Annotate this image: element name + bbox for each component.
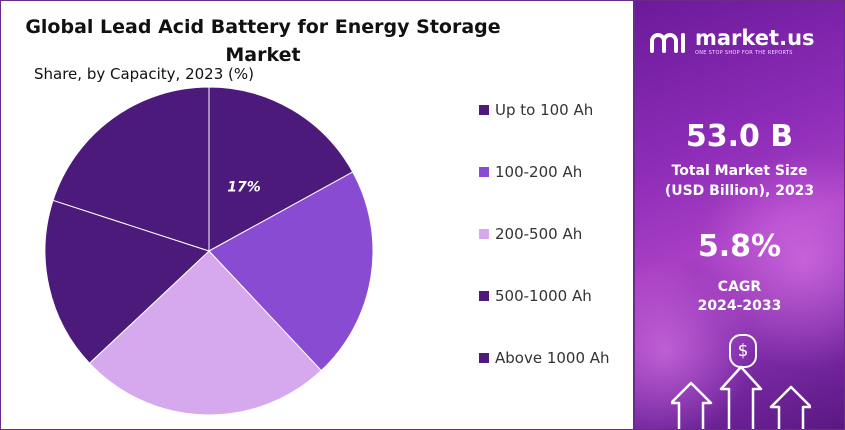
cagr-value: 5.8% [697,229,782,264]
brand-tagline: ONE STOP SHOP FOR THE REPORTS [695,50,793,56]
chart-panel: Global Lead Acid Battery for Energy Stor… [1,1,633,429]
legend-swatch [479,229,489,239]
legend-label: Up to 100 Ah [495,101,594,119]
market-size-label-line2: (USD Billion), 2023 [664,183,815,199]
pie-slice-1 [208,87,354,252]
panel-divider [633,1,635,429]
legend-item: 500-1000 Ah [479,287,592,305]
pie-slice-4 [44,199,210,364]
cagr-label-line1: CAGR [717,279,762,295]
legend-item: Up to 100 Ah [479,101,593,119]
chart-title: Global Lead Acid Battery for Energy Stor… [25,16,501,66]
pie-data-label-1: 17% [227,180,261,196]
pie-slice-5 [52,87,210,252]
legend-label: 200-500 Ah [495,225,583,243]
pie-chart: 17% [44,87,374,416]
legend-swatch [479,105,489,115]
stats-sidebar: market.us ONE STOP SHOP FOR THE REPORTS … [635,1,844,429]
market-us-logo-icon [650,33,685,53]
legend-item: Above 1000 Ah [479,349,610,367]
legend-item: 200-500 Ah [479,225,582,243]
market-size-value: 53.0 B [685,119,794,154]
legend-swatch [479,353,489,363]
brand-name: market.us [695,26,815,50]
chart-subtitle: Share, by Capacity, 2023 (%) [34,65,254,83]
legend-label: Above 1000 Ah [495,349,610,367]
legend-label: 500-1000 Ah [495,287,592,305]
growth-arrows-icon [671,365,811,429]
legend-label: 100-200 Ah [495,163,583,181]
market-size-label-line1: Total Market Size [671,163,808,179]
legend-swatch [479,167,489,177]
cagr-label-line2: 2024-2033 [697,298,782,314]
legend-swatch [479,291,489,301]
legend-item: 100-200 Ah [479,163,582,181]
brand-logo: market.us ONE STOP SHOP FOR THE REPORTS [649,27,815,57]
pie-slice-3 [88,250,322,416]
dollar-icon: $ [729,334,757,368]
pie-slice-2 [208,171,374,372]
